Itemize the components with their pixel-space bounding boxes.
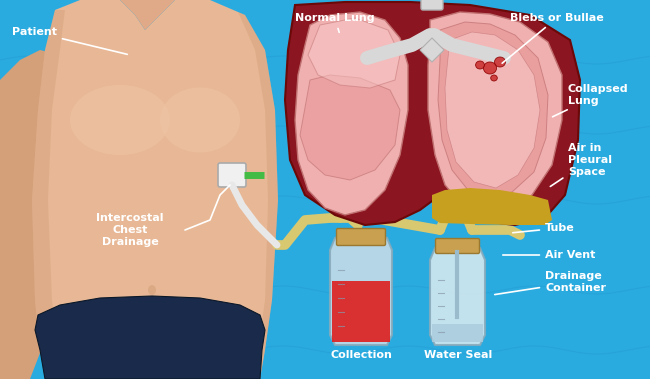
Text: Air Vent: Air Vent bbox=[503, 250, 595, 260]
FancyBboxPatch shape bbox=[436, 238, 480, 254]
Polygon shape bbox=[0, 50, 78, 379]
Ellipse shape bbox=[70, 85, 170, 155]
Polygon shape bbox=[32, 10, 65, 379]
Text: Blebs or Bullae: Blebs or Bullae bbox=[502, 13, 604, 63]
Polygon shape bbox=[432, 324, 483, 342]
Polygon shape bbox=[295, 12, 408, 215]
Polygon shape bbox=[428, 12, 562, 215]
Polygon shape bbox=[330, 233, 392, 345]
Polygon shape bbox=[238, 12, 278, 379]
Text: Tube: Tube bbox=[513, 223, 575, 233]
Polygon shape bbox=[32, 0, 278, 379]
FancyBboxPatch shape bbox=[218, 163, 246, 187]
Text: Patient: Patient bbox=[12, 27, 127, 54]
FancyBboxPatch shape bbox=[421, 0, 443, 10]
Text: Air in
Pleural
Space: Air in Pleural Space bbox=[551, 143, 612, 186]
Polygon shape bbox=[445, 32, 540, 188]
Text: Collapsed
Lung: Collapsed Lung bbox=[552, 84, 629, 117]
Ellipse shape bbox=[491, 75, 497, 81]
Ellipse shape bbox=[160, 88, 240, 152]
Polygon shape bbox=[308, 18, 400, 88]
Text: Water Seal: Water Seal bbox=[424, 350, 492, 360]
Polygon shape bbox=[300, 75, 400, 180]
Polygon shape bbox=[420, 38, 444, 62]
Text: Drainage
Container: Drainage Container bbox=[495, 271, 606, 294]
Polygon shape bbox=[332, 281, 390, 342]
Ellipse shape bbox=[484, 62, 497, 74]
Text: Collection: Collection bbox=[330, 350, 392, 360]
Polygon shape bbox=[117, 0, 178, 30]
Polygon shape bbox=[430, 243, 485, 345]
Text: Intercostal
Chest
Drainage: Intercostal Chest Drainage bbox=[96, 213, 164, 247]
Ellipse shape bbox=[476, 61, 484, 69]
Polygon shape bbox=[438, 22, 548, 198]
Ellipse shape bbox=[148, 285, 156, 295]
Ellipse shape bbox=[495, 57, 506, 67]
FancyBboxPatch shape bbox=[337, 229, 385, 246]
Polygon shape bbox=[45, 52, 84, 340]
Polygon shape bbox=[35, 296, 265, 379]
Polygon shape bbox=[285, 2, 580, 225]
Text: Normal Lung: Normal Lung bbox=[295, 13, 374, 32]
Polygon shape bbox=[432, 188, 552, 225]
